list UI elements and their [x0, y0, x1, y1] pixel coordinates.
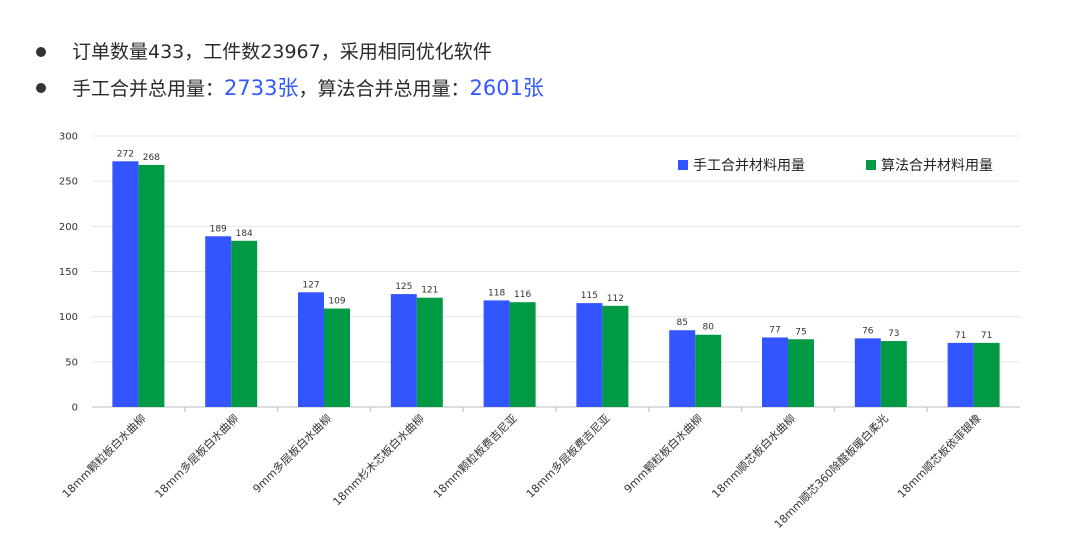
bullet-dot-icon [36, 47, 46, 57]
material-usage-chart: 0 50 100 150 200 250 300 272 268 18mm颗粒板白水曲柳 189 18… [59, 132, 1020, 531]
summary-line-orders: 订单数量433，工件数23967，采用相同优化软件 [30, 34, 544, 70]
data-label: 85 [676, 318, 687, 328]
data-label: 184 [236, 229, 253, 239]
data-label: 71 [955, 331, 966, 341]
summary-line-usage: 手工合并总用量：2733张，算法合并总用量：2601张 [30, 70, 544, 106]
bar-manual [390, 294, 417, 407]
bar-manual [669, 330, 696, 407]
y-tick-label: 150 [59, 267, 78, 278]
y-tick-label: 0 [72, 403, 78, 414]
bar-manual [205, 236, 232, 407]
bar-algo [695, 334, 722, 407]
data-label: 189 [210, 224, 227, 234]
y-tick-label: 100 [59, 312, 78, 323]
legend-label: 算法合并材料用量 [881, 158, 993, 174]
data-label: 80 [702, 323, 714, 333]
bar-manual [947, 342, 974, 407]
manual-usage-value: 2733张 [224, 76, 299, 100]
bar-algo [416, 297, 443, 407]
x-category-label: 18mm颗粒板白水曲柳 [59, 411, 148, 500]
bar-algo [602, 305, 629, 407]
data-label: 71 [981, 331, 992, 341]
data-label: 118 [488, 288, 505, 298]
data-label: 268 [143, 153, 160, 163]
orders-text: 订单数量433，工件数23967，采用相同优化软件 [72, 41, 492, 63]
y-tick-label: 300 [59, 132, 78, 143]
y-tick-label: 250 [59, 177, 78, 188]
bar-manual [112, 161, 139, 407]
data-label: 115 [581, 291, 598, 301]
x-category-label: 18mm颗粒板费吉尼亚 [430, 411, 519, 500]
y-tick-label: 50 [65, 357, 78, 368]
data-label: 75 [795, 327, 806, 337]
bar-manual [762, 337, 788, 407]
legend-swatch [678, 160, 688, 170]
algo-usage-label: ，算法合并总用量： [298, 78, 470, 100]
legend-label: 手工合并材料用量 [693, 158, 805, 174]
bar-algo [880, 341, 907, 407]
bar-manual [854, 338, 881, 407]
data-label: 109 [328, 297, 345, 307]
bar-manual [576, 303, 603, 407]
bar-algo [788, 339, 814, 407]
summary-bullets: 订单数量433，工件数23967，采用相同优化软件 手工合并总用量：2733张，… [30, 34, 544, 106]
bullet-dot-icon [36, 83, 46, 93]
x-category-label: 18mm顺芯板依菲银橡 [894, 411, 983, 500]
legend-swatch [866, 160, 876, 170]
data-label: 272 [117, 149, 134, 159]
bar-algo [509, 302, 536, 407]
x-category-label: 18mm多层板费吉尼亚 [523, 411, 612, 500]
data-label: 125 [395, 282, 412, 292]
data-label: 112 [607, 294, 624, 304]
x-category-label: 9mm多层板白水曲柳 [250, 411, 334, 495]
manual-usage-label: 手工合并总用量： [72, 78, 225, 100]
bar-algo [231, 240, 258, 407]
bar-algo [324, 308, 350, 407]
data-label: 127 [302, 280, 319, 290]
data-label: 116 [514, 290, 531, 300]
x-category-label: 18mm顺芯板白水曲柳 [709, 411, 798, 500]
data-label: 73 [888, 329, 899, 339]
bar-algo [138, 164, 165, 407]
algo-usage-value: 2601张 [469, 76, 544, 100]
x-category-label: 18mm多层板白水曲柳 [152, 411, 241, 500]
y-tick-label: 200 [59, 222, 78, 233]
data-label: 77 [769, 325, 780, 335]
x-category-label: 18mm杉木芯板白水曲柳 [330, 411, 427, 508]
bar-manual [483, 300, 510, 407]
x-category-label: 9mm颗粒板白水曲柳 [621, 411, 705, 495]
data-label: 121 [421, 286, 438, 296]
bar-manual [298, 292, 324, 407]
data-label: 76 [862, 326, 874, 336]
bar-algo [973, 342, 1000, 407]
